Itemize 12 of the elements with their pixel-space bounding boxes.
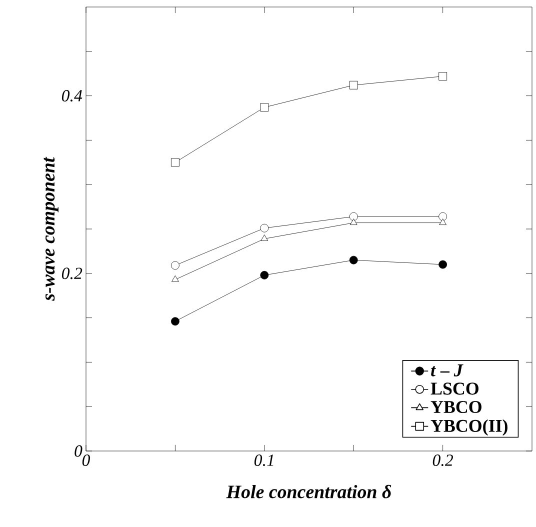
y-tick-label: 0 <box>74 445 82 457</box>
y-tick-label: 0.4 <box>62 90 82 102</box>
x-tick-label: 0.1 <box>254 454 274 466</box>
x-axis-title: Hole concentration δ <box>226 484 392 498</box>
legend-label: t – J <box>431 364 464 376</box>
x-tick-label: 0.2 <box>432 454 454 466</box>
y-axis-title: s-wave component <box>44 156 58 301</box>
legend-label: YBCO <box>430 401 482 414</box>
y-tick-label: 0.2 <box>62 268 82 280</box>
legend-label: LSCO <box>430 382 478 395</box>
legend-label: YBCO(II) <box>430 419 508 436</box>
x-tick-label: 0 <box>82 454 90 466</box>
